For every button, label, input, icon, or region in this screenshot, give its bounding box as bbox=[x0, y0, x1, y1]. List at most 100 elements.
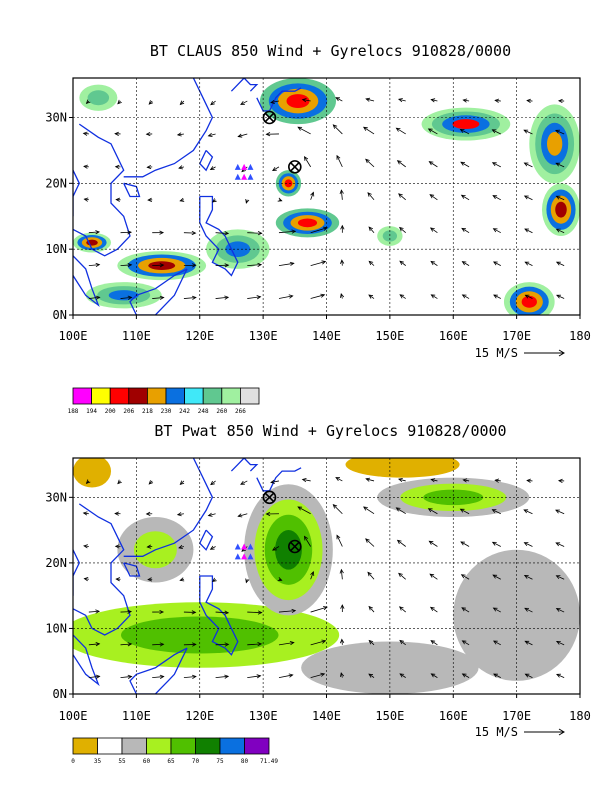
wind-vector bbox=[179, 197, 185, 202]
wind-vector bbox=[398, 606, 406, 613]
wind-vector bbox=[340, 672, 345, 678]
wind-vector bbox=[523, 195, 533, 201]
wind-vector bbox=[363, 126, 375, 135]
field-7-level-3 bbox=[452, 119, 480, 130]
y-tick-label: 30N bbox=[45, 111, 67, 125]
wind-vector bbox=[461, 673, 470, 678]
wind-vector bbox=[240, 100, 248, 105]
wind-vector bbox=[120, 263, 133, 268]
wind-vector bbox=[336, 154, 343, 168]
wind-vector bbox=[524, 228, 533, 234]
field-1-level-3 bbox=[297, 218, 318, 228]
panel-2: BT Pwat 850 Wind + Gyrelocs 910828/0000 1… bbox=[45, 422, 591, 765]
wind-vector bbox=[115, 577, 121, 582]
x-tick-label: 160E bbox=[439, 709, 468, 723]
wind-vector bbox=[555, 542, 565, 547]
coastline-0 bbox=[73, 503, 131, 636]
y-tick-label: 10N bbox=[45, 621, 67, 635]
wind-vector bbox=[152, 263, 165, 268]
wind-vector bbox=[491, 541, 501, 547]
chart-title: BT CLAUS 850 Wind + Gyrelocs 910828/0000 bbox=[150, 42, 511, 60]
wind-vector bbox=[176, 512, 184, 517]
wind-vector bbox=[209, 545, 216, 550]
wind-vector bbox=[247, 674, 262, 679]
wind-vector bbox=[82, 131, 89, 136]
wind-vector bbox=[183, 263, 197, 268]
colorbar-label: 71.49 bbox=[260, 758, 278, 765]
x-tick-label: 100E bbox=[59, 329, 88, 343]
wind-vector bbox=[176, 132, 184, 137]
wind-vector bbox=[147, 197, 153, 202]
coastline-9 bbox=[73, 549, 81, 596]
wind-vector bbox=[523, 542, 533, 547]
triangle-marker bbox=[234, 173, 241, 180]
colorbar-swatch bbox=[244, 737, 270, 755]
colorbar-label: 218 bbox=[142, 408, 153, 415]
wind-vector bbox=[493, 673, 501, 678]
wind-vector bbox=[88, 674, 101, 679]
wind-vector bbox=[304, 535, 311, 547]
colorbar-swatch bbox=[146, 387, 167, 405]
gyre-marker-2 bbox=[288, 160, 302, 174]
wind-vector bbox=[555, 261, 565, 266]
wind-vector bbox=[462, 98, 470, 103]
y-tick-label: 0N bbox=[53, 308, 67, 322]
wind-vector bbox=[526, 478, 533, 483]
wind-vector bbox=[215, 231, 230, 236]
coastline-0 bbox=[73, 123, 131, 257]
wind-vector bbox=[148, 480, 154, 485]
plot-area bbox=[73, 78, 580, 315]
wind-vector bbox=[297, 126, 311, 135]
wind-vector bbox=[493, 640, 501, 646]
wind-vector bbox=[152, 295, 165, 300]
colorbar-label: 248 bbox=[198, 408, 209, 415]
wind-vector bbox=[460, 194, 470, 201]
wind-vector bbox=[152, 642, 165, 647]
wind-vector bbox=[524, 261, 533, 266]
coastline-9 bbox=[73, 169, 81, 217]
wind-vector bbox=[178, 165, 185, 170]
wind-vector bbox=[211, 577, 217, 582]
wind-vector bbox=[430, 478, 438, 483]
wind-vector bbox=[272, 546, 280, 551]
wind-vector bbox=[145, 511, 153, 516]
wind-vector bbox=[398, 572, 406, 580]
colorbar-swatch bbox=[221, 387, 241, 405]
wind-vector bbox=[117, 99, 122, 105]
coastline-7 bbox=[230, 78, 259, 92]
wind-vector bbox=[523, 574, 533, 580]
wind-vector bbox=[332, 124, 343, 135]
wind-vector bbox=[120, 642, 133, 647]
wind-vector bbox=[278, 641, 295, 646]
colorbar-swatch bbox=[128, 387, 148, 405]
wind-vector bbox=[245, 198, 250, 204]
x-tick-label: 180 bbox=[569, 329, 591, 343]
wind-vector bbox=[278, 229, 297, 234]
wind-vector bbox=[340, 259, 345, 266]
y-tick-label: 20N bbox=[45, 556, 67, 570]
wind-vector bbox=[115, 197, 121, 202]
wind-vector bbox=[368, 673, 375, 678]
wind-vector bbox=[152, 674, 165, 679]
wind-vector bbox=[114, 544, 121, 549]
colorbar-swatch bbox=[109, 387, 130, 405]
gyre-marker-1 bbox=[262, 110, 277, 125]
x-tick-label: 130E bbox=[249, 709, 278, 723]
wind-vector bbox=[178, 544, 185, 549]
x-tick-label: 110E bbox=[122, 709, 151, 723]
wind-vector bbox=[461, 227, 470, 234]
wind-vector bbox=[145, 131, 153, 137]
wind-vector bbox=[492, 607, 501, 613]
x-tick-label: 130E bbox=[249, 329, 278, 343]
wind-vector bbox=[120, 230, 133, 235]
wind-vector bbox=[310, 639, 327, 646]
wind-vector bbox=[247, 262, 263, 267]
wind-vector bbox=[492, 195, 501, 201]
wind-vector bbox=[395, 507, 406, 515]
wind-vector bbox=[365, 477, 375, 482]
wind-vector bbox=[247, 295, 262, 300]
vector-reference: 15 M/S bbox=[475, 346, 565, 360]
wind-vector bbox=[83, 164, 89, 169]
wind-vector bbox=[310, 226, 328, 234]
